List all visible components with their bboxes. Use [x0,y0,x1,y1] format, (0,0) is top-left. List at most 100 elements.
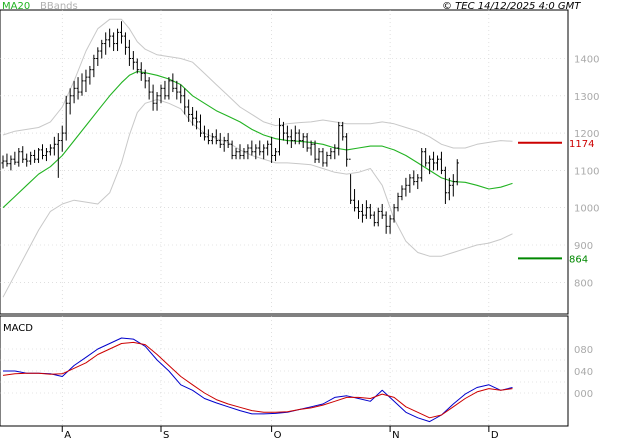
x-tick-label: O [274,430,282,440]
price-y-tick-label: 900 [574,241,593,252]
ohlc-bar [404,177,408,197]
ohlc-bar [230,140,234,160]
ohlc-bar [187,99,191,122]
ohlc-bar [206,129,210,145]
ohlc-bar [258,140,262,156]
ohlc-bar [127,39,131,66]
price-y-tick-label: 1300 [574,92,599,103]
ohlc-bar [131,51,135,70]
ohlc-bar [262,144,266,160]
bband-lower-line [2,99,513,298]
ohlc-bar [435,155,440,171]
legend-bbands: BBands [40,1,78,12]
ohlc-bar [455,159,459,186]
ohlc-bar [104,32,108,55]
ohlc-bar [123,32,128,55]
ohlc-bar [270,136,274,163]
ohlc-bar [242,148,246,160]
ohlc-bar [341,121,345,141]
ohlc-bar [372,211,376,227]
ohlc-bar [198,114,203,137]
ohlc-bar [100,39,104,59]
ohlc-bar [368,203,372,219]
ohlc-bar [210,133,214,145]
ohlc-bar [92,54,96,78]
ohlc-bar [13,151,17,165]
x-tick-label: A [64,430,71,440]
macd-line [3,337,513,423]
level-label: 864 [569,254,588,265]
ohlc-bar [163,80,167,100]
ohlc-bar [108,28,112,48]
ohlc-bar [72,80,76,104]
ohlc-bar [5,153,9,167]
ohlc-bar [112,32,116,52]
ohlc-bar [321,148,325,167]
ohlc-bar [313,140,317,163]
price-levels: 1174 864 [518,139,594,265]
ohlc-bar [305,133,309,152]
ohlc-bar [238,144,242,160]
price-y-tick-label: 1400 [574,54,599,65]
ohlc-bar [119,21,124,44]
ohlc-bar [451,174,455,197]
ohlc-bar [428,155,432,175]
ohlc-bar [135,58,139,74]
ohlc-bar [297,129,301,145]
ohlc-bar [29,151,33,165]
macd-y-tick-label: 040 [574,367,593,378]
ohlc-bar [214,129,218,145]
ohlc-bar [333,144,337,160]
ohlc-bar [68,88,72,115]
ohlc-bar [254,144,258,160]
ohlc-bar [281,121,286,141]
ohlc-bar [17,148,21,167]
ohlc-bar [325,151,329,167]
ohlc-bar [352,189,357,212]
ohlc-bar [155,92,159,111]
ohlc-bar [9,155,13,171]
price-y-axis: 800 900 1000 1100 1200 1300 1400 [574,54,599,289]
ohlc-bar [364,200,368,219]
ohlc-bar [266,140,270,156]
ohlc-bar [285,125,289,145]
level-label: 1174 [569,139,594,150]
ohlc-bar [408,174,412,193]
ohlc-bar [115,28,120,52]
ohlc-bar [52,136,56,156]
price-y-tick-label: 800 [574,278,593,289]
ohlc-bar [183,88,187,115]
ohlc-bar [64,95,68,141]
ohlc-bar [384,211,388,234]
ohlc-bar [246,144,250,160]
ohlc-bar [179,84,183,104]
ohlc-bar [76,77,80,100]
ohlc-bar [159,84,163,104]
price-y-tick-label: 1100 [574,166,599,177]
ohlc-bar [250,140,254,156]
ohlc-bar [360,203,365,223]
ohlc-bar [234,148,238,160]
ohlc-bar [21,146,25,163]
ohlc-bar [424,148,428,167]
ohlc-bar [388,215,392,234]
ohlc-bar [277,118,282,156]
x-tick-label: N [392,430,399,440]
ohlc-bar [48,144,52,156]
ohlc-bar [56,133,60,178]
ohlc-bar [143,69,147,89]
ohlc-bar [139,62,143,81]
legend-ma20: MA20 [2,1,30,12]
ohlc-bar [356,200,361,219]
macd-title: MACD [3,323,33,334]
macd-lines [2,337,513,423]
macd-gridlines [0,316,568,426]
bollinger-bands [2,18,513,298]
ohlc-bar [439,151,444,175]
ohlc-bar [443,166,447,204]
macd-signal-line [2,341,513,419]
ohlc-bar [147,77,151,100]
ma20-line-group [2,70,513,209]
ohlc-bar [337,121,341,156]
